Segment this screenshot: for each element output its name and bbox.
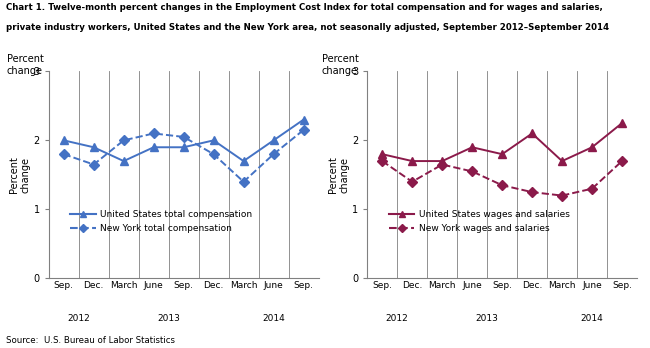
- Y-axis label: Percent
change: Percent change: [328, 157, 349, 193]
- Text: 2013: 2013: [157, 314, 180, 323]
- Legend: United States wages and salaries, New York wages and salaries: United States wages and salaries, New Yo…: [385, 207, 573, 237]
- Text: 2014: 2014: [262, 314, 285, 323]
- Text: Chart 1. Twelve-month percent changes in the Employment Cost Index for total com: Chart 1. Twelve-month percent changes in…: [6, 3, 603, 13]
- Legend: United States total compensation, New York total compensation: United States total compensation, New Yo…: [67, 207, 256, 237]
- Text: 2012: 2012: [68, 314, 90, 323]
- Y-axis label: Percent
change: Percent change: [9, 157, 31, 193]
- Text: 2013: 2013: [476, 314, 499, 323]
- Text: Percent
change: Percent change: [322, 54, 359, 76]
- Text: 2014: 2014: [580, 314, 603, 323]
- Text: Source:  U.S. Bureau of Labor Statistics: Source: U.S. Bureau of Labor Statistics: [6, 335, 176, 345]
- Text: 2012: 2012: [386, 314, 409, 323]
- Text: Percent
change: Percent change: [6, 54, 44, 76]
- Text: private industry workers, United States and the New York area, not seasonally ad: private industry workers, United States …: [6, 23, 610, 32]
